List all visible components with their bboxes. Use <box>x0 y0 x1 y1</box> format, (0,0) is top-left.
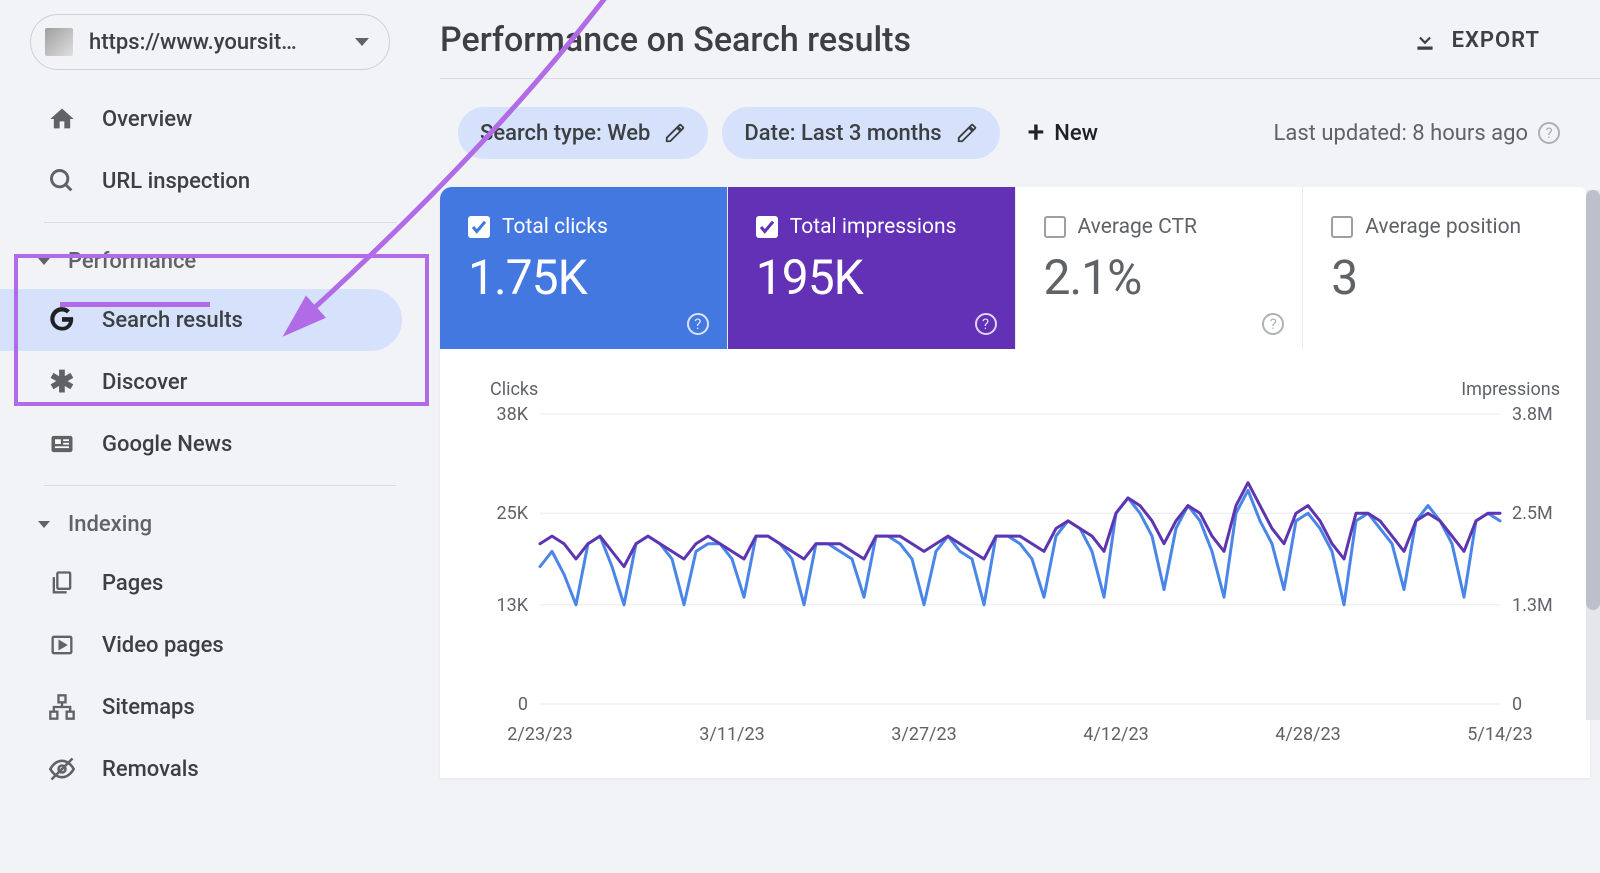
sidebar-item-label: Sitemaps <box>102 695 195 720</box>
metric-label-text: Average position <box>1365 215 1521 239</box>
metric-card-position[interactable]: Average position 3 <box>1302 187 1590 349</box>
sidebar-item-label: Search results <box>102 308 243 333</box>
sidebar-item-removals[interactable]: Removals <box>0 738 402 800</box>
sidebar-item-label: Discover <box>102 370 187 395</box>
sidebar-item-label: Google News <box>102 432 232 457</box>
filter-chip-date[interactable]: Date: Last 3 months <box>722 107 999 159</box>
annotation-underline <box>60 302 210 307</box>
metric-value: 3 <box>1331 249 1562 306</box>
site-favicon <box>45 28 73 56</box>
divider <box>44 222 396 223</box>
chevron-down-icon <box>355 38 369 46</box>
last-updated-text: Last updated: 8 hours ago <box>1274 121 1528 146</box>
svg-text:3.8M: 3.8M <box>1512 404 1553 425</box>
sidebar-item-url-inspection[interactable]: URL inspection <box>0 150 402 212</box>
metric-value: 195K <box>756 249 987 306</box>
google-icon <box>48 306 76 334</box>
sidebar-item-video-pages[interactable]: Video pages <box>0 614 402 676</box>
sidebar-item-sitemaps[interactable]: Sitemaps <box>0 676 402 738</box>
export-label: EXPORT <box>1452 28 1540 53</box>
edit-icon <box>956 122 978 144</box>
checkbox-icon <box>1331 216 1353 238</box>
chip-label: Search type: Web <box>480 121 650 146</box>
metric-label-text: Total impressions <box>790 215 957 239</box>
help-icon[interactable]: ? <box>687 313 709 335</box>
home-icon <box>48 105 76 133</box>
sidebar-item-label: Removals <box>102 757 199 782</box>
news-icon <box>48 430 76 458</box>
asterisk-icon: ✱ <box>48 368 76 396</box>
search-icon <box>48 167 76 195</box>
chip-label: Date: Last 3 months <box>744 121 941 146</box>
checkbox-icon <box>756 216 778 238</box>
metric-value: 1.75K <box>468 249 699 306</box>
sidebar-item-search-results[interactable]: Search results <box>0 289 402 351</box>
sidebar-item-label: URL inspection <box>102 169 250 194</box>
sidebar-section-performance[interactable]: Performance <box>0 233 420 289</box>
chart-left-axis-label: Clicks <box>490 379 538 400</box>
sidebar-item-label: Video pages <box>102 633 224 658</box>
svg-text:13K: 13K <box>496 595 528 616</box>
edit-icon <box>664 122 686 144</box>
metric-label-text: Total clicks <box>502 215 608 239</box>
plus-icon: + <box>1028 118 1045 148</box>
sidebar-section-label: Indexing <box>68 512 152 537</box>
svg-text:3/11/23: 3/11/23 <box>699 724 764 745</box>
svg-text:0: 0 <box>1512 694 1522 715</box>
sidebar-item-label: Overview <box>102 107 192 132</box>
metric-card-clicks[interactable]: Total clicks 1.75K ? <box>440 187 727 349</box>
chart-right-axis-label: Impressions <box>1461 379 1560 400</box>
filter-chip-search-type[interactable]: Search type: Web <box>458 107 708 159</box>
performance-chart: 0 0 13K 1.3M 25K 2.5M 38K 3.8M 2/23/23 3/11/23 3/2… <box>490 404 1560 754</box>
svg-text:3/27/23: 3/27/23 <box>891 724 956 745</box>
svg-text:4/28/23: 4/28/23 <box>1275 724 1340 745</box>
svg-text:0: 0 <box>518 694 528 715</box>
svg-text:2/23/23: 2/23/23 <box>507 724 572 745</box>
metric-card-ctr[interactable]: Average CTR 2.1% ? <box>1015 187 1303 349</box>
divider <box>44 485 396 486</box>
page-title: Performance on Search results <box>440 20 911 60</box>
sitemap-icon <box>48 693 76 721</box>
removal-icon <box>48 755 76 783</box>
scrollbar[interactable] <box>1586 190 1600 720</box>
download-icon <box>1412 27 1438 53</box>
help-icon[interactable]: ? <box>975 313 997 335</box>
svg-text:25K: 25K <box>496 503 528 524</box>
metric-label-text: Average CTR <box>1078 215 1197 239</box>
sidebar-item-overview[interactable]: Overview <box>0 88 402 150</box>
svg-text:5/14/23: 5/14/23 <box>1467 724 1532 745</box>
scrollbar-thumb[interactable] <box>1586 190 1600 610</box>
metric-card-impressions[interactable]: Total impressions 195K ? <box>727 187 1015 349</box>
svg-text:4/12/23: 4/12/23 <box>1083 724 1148 745</box>
add-filter-button[interactable]: + New <box>1014 118 1112 148</box>
video-icon <box>48 631 76 659</box>
caret-down-icon <box>38 258 50 265</box>
sidebar-item-google-news[interactable]: Google News <box>0 413 402 475</box>
last-updated: Last updated: 8 hours ago ? <box>1274 121 1560 146</box>
checkbox-icon <box>468 216 490 238</box>
sidebar-item-discover[interactable]: ✱ Discover <box>0 351 402 413</box>
sidebar-section-indexing[interactable]: Indexing <box>0 496 420 552</box>
svg-text:38K: 38K <box>496 404 528 425</box>
caret-down-icon <box>38 521 50 528</box>
svg-text:2.5M: 2.5M <box>1512 503 1553 524</box>
site-selector[interactable]: https://www.yoursit… <box>30 14 390 70</box>
site-url-label: https://www.yoursit… <box>89 30 339 55</box>
help-icon[interactable]: ? <box>1538 122 1560 144</box>
new-label: New <box>1054 121 1098 146</box>
pages-icon <box>48 569 76 597</box>
sidebar-section-label: Performance <box>68 249 196 274</box>
checkbox-icon <box>1044 216 1066 238</box>
help-icon[interactable]: ? <box>1262 313 1284 335</box>
svg-text:1.3M: 1.3M <box>1512 595 1553 616</box>
metric-value: 2.1% <box>1044 249 1275 306</box>
sidebar-item-label: Pages <box>102 571 163 596</box>
export-button[interactable]: EXPORT <box>1412 27 1540 53</box>
sidebar-item-pages[interactable]: Pages <box>0 552 402 614</box>
